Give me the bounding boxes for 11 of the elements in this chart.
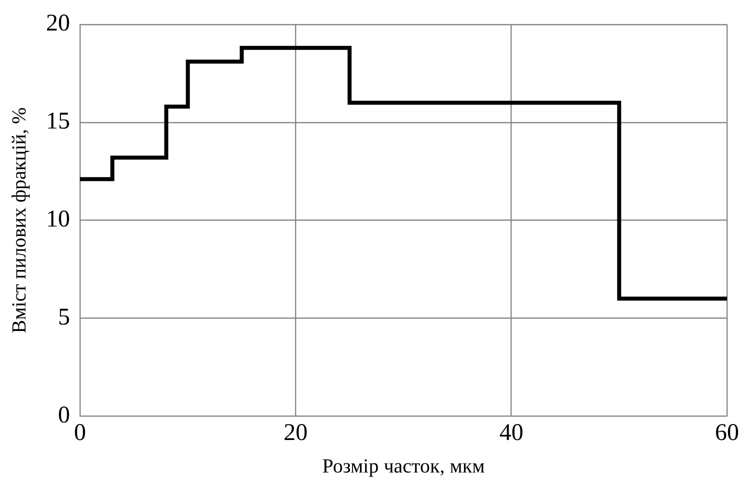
- y-tick-label: 10: [46, 206, 70, 233]
- x-tick-label: 20: [284, 420, 308, 446]
- y-tick-label: 0: [58, 402, 70, 428]
- x-tick-label: 40: [499, 420, 524, 446]
- y-tick-label: 5: [58, 304, 70, 331]
- x-axis-title: Розмір часток, мкм: [322, 455, 486, 478]
- y-axis-title: Вміст пилових фракцій, %: [8, 107, 30, 334]
- x-tick-label: 0: [74, 420, 86, 446]
- x-tick-label: 60: [715, 420, 739, 446]
- y-tick-label: 15: [46, 108, 70, 135]
- y-tick-label: 20: [46, 10, 70, 37]
